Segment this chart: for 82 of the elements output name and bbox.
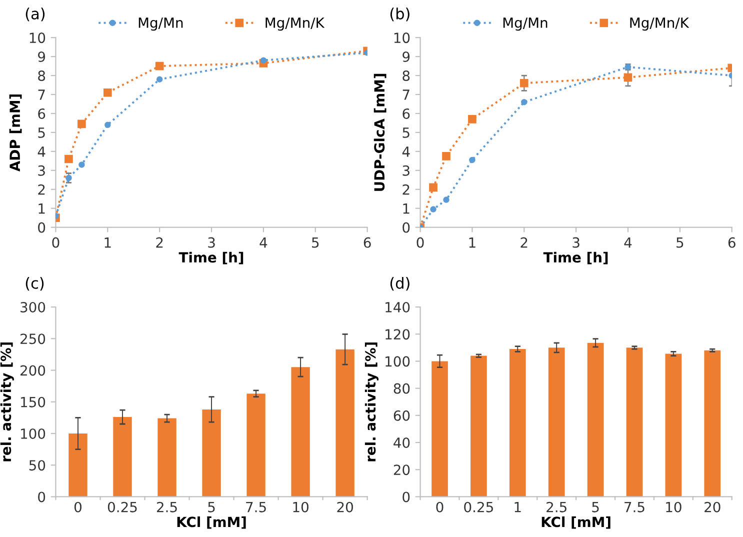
x-tick-label: 1 bbox=[469, 237, 476, 248]
y-tick-label: 250 bbox=[20, 334, 46, 344]
y-axis-title: rel. activity [%] bbox=[364, 342, 378, 462]
y-tick-label: 6 bbox=[402, 108, 410, 119]
y-tick-label: 150 bbox=[21, 396, 46, 408]
y-tick-label: 1 bbox=[403, 203, 410, 214]
x-tick-label: 7.5 bbox=[624, 502, 644, 512]
y-tick-label: 120 bbox=[386, 329, 410, 340]
x-tick-label: 1 bbox=[514, 502, 521, 512]
y-axis-title: UDP-GlcA [mM] bbox=[374, 74, 386, 191]
y-tick-label: 4 bbox=[402, 146, 410, 157]
y-axis-title: rel. activity [%] bbox=[0, 342, 14, 462]
y-tick-label: 5 bbox=[38, 128, 45, 138]
y-tick-label: 4 bbox=[38, 146, 46, 157]
x-tick-label: 0 bbox=[74, 502, 82, 512]
x-tick-label: 2.5 bbox=[156, 502, 177, 512]
y-tick-label: 50 bbox=[29, 460, 46, 471]
y-tick-label: 3 bbox=[402, 165, 410, 176]
y-tick-label: 200 bbox=[20, 365, 46, 376]
y-tick-label: 3 bbox=[38, 165, 45, 176]
y-tick-label: 100 bbox=[21, 428, 46, 439]
y-tick-label: 9 bbox=[38, 52, 46, 62]
legend-label: Mg/Mn/K bbox=[266, 18, 325, 31]
y-tick-label: 140 bbox=[386, 302, 410, 312]
y-tick-label: 0 bbox=[402, 492, 410, 502]
y-axis-title: ADP [mM] bbox=[9, 94, 22, 172]
x-axis-title: Time [h] bbox=[178, 252, 244, 264]
chart-title: (b) bbox=[390, 8, 410, 22]
y-tick-label: 7 bbox=[402, 90, 410, 100]
chart-title: (c) bbox=[26, 277, 44, 291]
y-tick-label: 9 bbox=[402, 52, 410, 62]
y-tick-label: 10 bbox=[394, 32, 410, 44]
x-tick-label: 10 bbox=[293, 502, 308, 512]
x-tick-label: 0 bbox=[436, 502, 444, 512]
x-tick-label: 10 bbox=[666, 502, 682, 512]
y-tick-label: 300 bbox=[20, 302, 46, 312]
y-tick-label: 0 bbox=[38, 492, 46, 502]
x-tick-label: 3 bbox=[572, 237, 580, 248]
y-tick-label: 2 bbox=[402, 184, 410, 195]
y-tick-label: 60 bbox=[394, 410, 410, 421]
y-tick-label: 40 bbox=[394, 437, 410, 448]
legend-label: Mg/Mn/K bbox=[630, 18, 690, 31]
x-tick-label: 5 bbox=[676, 237, 684, 248]
y-tick-label: 7 bbox=[38, 90, 45, 100]
x-tick-label: 5 bbox=[312, 237, 319, 248]
x-tick-label: 5 bbox=[208, 502, 215, 512]
x-tick-label: 0.25 bbox=[464, 502, 493, 512]
y-tick-label: 5 bbox=[402, 128, 410, 138]
x-tick-label: 6 bbox=[728, 237, 736, 248]
y-tick-label: 80 bbox=[394, 383, 410, 394]
x-tick-label: 0.25 bbox=[108, 502, 137, 512]
y-tick-label: 0 bbox=[38, 222, 46, 233]
x-tick-label: 2 bbox=[520, 237, 528, 248]
legend-label: Mg/Mn bbox=[503, 18, 548, 31]
y-tick-label: 0 bbox=[402, 222, 410, 233]
y-tick-label: 1 bbox=[38, 203, 45, 214]
x-tick-label: 2 bbox=[156, 237, 163, 248]
y-tick-label: 100 bbox=[386, 356, 410, 367]
y-tick-label: 2 bbox=[38, 184, 45, 195]
x-tick-label: 5 bbox=[592, 502, 599, 512]
x-tick-label: 4 bbox=[624, 237, 632, 248]
x-axis-title: KCl [mM] bbox=[177, 516, 246, 529]
x-tick-label: 7.5 bbox=[246, 502, 266, 512]
x-tick-label: 0 bbox=[52, 237, 60, 248]
x-tick-label: 0 bbox=[416, 237, 424, 248]
y-tick-label: 6 bbox=[38, 108, 46, 119]
x-tick-label: 20 bbox=[704, 502, 720, 512]
x-axis-title: KCl [mM] bbox=[542, 516, 610, 529]
legend-label: Mg/Mn bbox=[138, 18, 183, 31]
x-tick-label: 6 bbox=[364, 237, 371, 248]
y-tick-label: 10 bbox=[30, 32, 46, 44]
x-axis-title: Time [h] bbox=[543, 252, 608, 264]
x-tick-label: 3 bbox=[208, 237, 215, 248]
x-tick-label: 4 bbox=[260, 237, 268, 248]
y-tick-label: 8 bbox=[402, 70, 410, 82]
x-tick-label: 20 bbox=[337, 502, 353, 512]
chart-title: (a) bbox=[26, 8, 45, 22]
x-tick-label: 2.5 bbox=[546, 502, 566, 512]
chart-title: (d) bbox=[390, 277, 410, 291]
y-tick-label: 20 bbox=[394, 464, 410, 476]
y-tick-label: 8 bbox=[38, 70, 46, 82]
x-tick-label: 1 bbox=[104, 237, 111, 248]
